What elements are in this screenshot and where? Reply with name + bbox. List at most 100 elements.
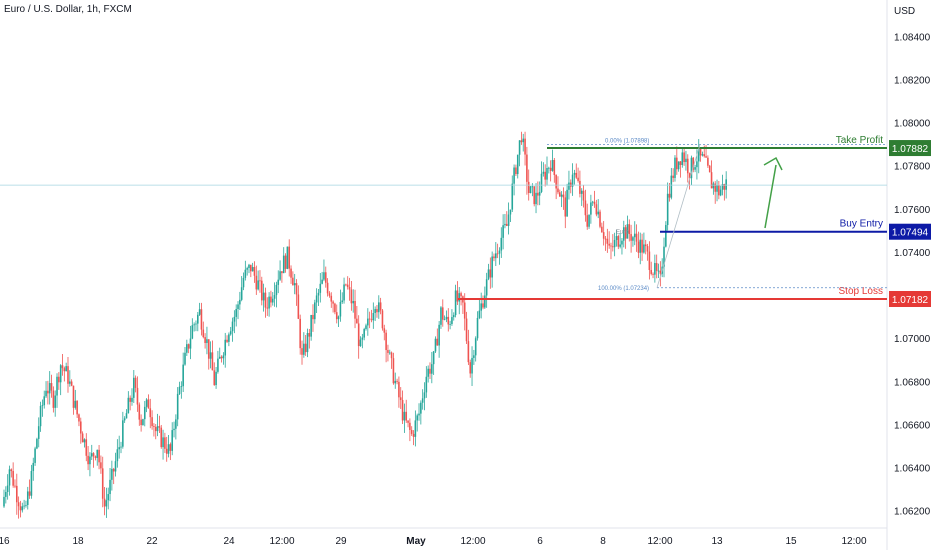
candle-body [250, 264, 252, 272]
candle-body [606, 238, 609, 244]
candle-body [149, 408, 152, 418]
candle-body [286, 246, 289, 269]
candle-body [619, 244, 621, 247]
candle-body [398, 381, 400, 398]
candle-body [260, 280, 263, 301]
candle-body [220, 356, 223, 359]
candle-body [586, 215, 589, 227]
candle-body [601, 226, 603, 233]
candle-body [160, 427, 163, 448]
candle-body [558, 192, 561, 197]
candle-body [685, 158, 687, 163]
candle-body [511, 183, 514, 210]
candle-body [200, 309, 203, 330]
candle-body [604, 238, 607, 240]
arrow-head-icon [763, 156, 783, 171]
candle-body [692, 157, 695, 170]
candle-body [409, 422, 411, 430]
y-tick-label: 1.08200 [894, 75, 931, 86]
candle-body [215, 371, 217, 386]
y-tick-label: 1.06800 [894, 377, 931, 388]
candle-body [136, 387, 139, 405]
candle-body [266, 307, 269, 309]
candle-body [189, 338, 192, 349]
candle-body [107, 494, 110, 501]
candle-body [423, 392, 426, 399]
candle-body [213, 370, 216, 386]
candle-body [721, 184, 724, 190]
candle-body [6, 485, 9, 492]
candle-body [224, 339, 227, 356]
candle-body [264, 292, 267, 308]
candle-body [580, 190, 583, 194]
candle-body [171, 430, 174, 451]
candle-body [270, 296, 272, 303]
x-tick-label: 13 [711, 536, 723, 547]
candle-body [153, 426, 155, 427]
candle-body [176, 393, 179, 420]
candle-body [690, 157, 693, 179]
candle-body [50, 383, 53, 391]
candle-body [630, 234, 632, 241]
candle-body [301, 348, 303, 355]
candle-body [418, 413, 420, 416]
candle-body [432, 351, 435, 365]
candle-body [246, 268, 248, 270]
candle-body [217, 358, 219, 372]
candle-body [357, 323, 360, 347]
level-price-tag [889, 290, 931, 307]
candle-body [425, 376, 428, 393]
candle-body [284, 255, 287, 269]
candle-body [610, 245, 612, 247]
candle-body [242, 277, 245, 288]
candle-body [719, 189, 722, 196]
y-tick-label: 1.06400 [894, 464, 931, 475]
level-price-value: 1.07494 [892, 228, 929, 239]
candle-body [43, 396, 46, 406]
candle-body [339, 301, 342, 317]
candle-body [25, 504, 27, 506]
candle-body [303, 343, 305, 355]
candle-body [507, 214, 510, 226]
candle-body [557, 188, 559, 193]
candle-body [228, 334, 230, 342]
candle-body [591, 201, 594, 203]
candle-body [133, 377, 135, 398]
candle-body [641, 239, 643, 253]
candle-body [47, 390, 49, 394]
candle-body [83, 439, 86, 443]
candle-body [114, 461, 117, 472]
candle-body [92, 453, 95, 457]
candle-body [187, 344, 190, 349]
candle-body [449, 323, 451, 325]
candle-body [282, 255, 285, 274]
candle-body [405, 411, 408, 421]
candle-body [180, 386, 183, 387]
candle-body [324, 272, 327, 283]
candle-body [467, 341, 470, 363]
candle-body [131, 397, 133, 402]
candle-body [394, 380, 397, 384]
candle-body [290, 268, 292, 278]
candle-body [356, 318, 358, 324]
fib-100-label: 100.00% (1.07234) [598, 286, 649, 292]
y-tick-label: 1.06600 [894, 420, 931, 431]
candle-body [321, 279, 323, 284]
candle-body [548, 167, 550, 169]
candle-body [253, 267, 256, 276]
candle-body [579, 180, 581, 194]
candle-body [109, 479, 111, 495]
candle-body [143, 406, 146, 420]
candle-body [317, 292, 320, 296]
candle-body [495, 253, 497, 259]
candle-body [354, 301, 356, 319]
candle-body [87, 455, 89, 465]
candle-body [218, 356, 221, 359]
candle-body [703, 154, 706, 157]
candle-body [522, 138, 525, 143]
candle-body [564, 197, 567, 217]
candle-body [374, 309, 376, 314]
candle-body [725, 179, 727, 190]
candle-body [575, 172, 578, 178]
